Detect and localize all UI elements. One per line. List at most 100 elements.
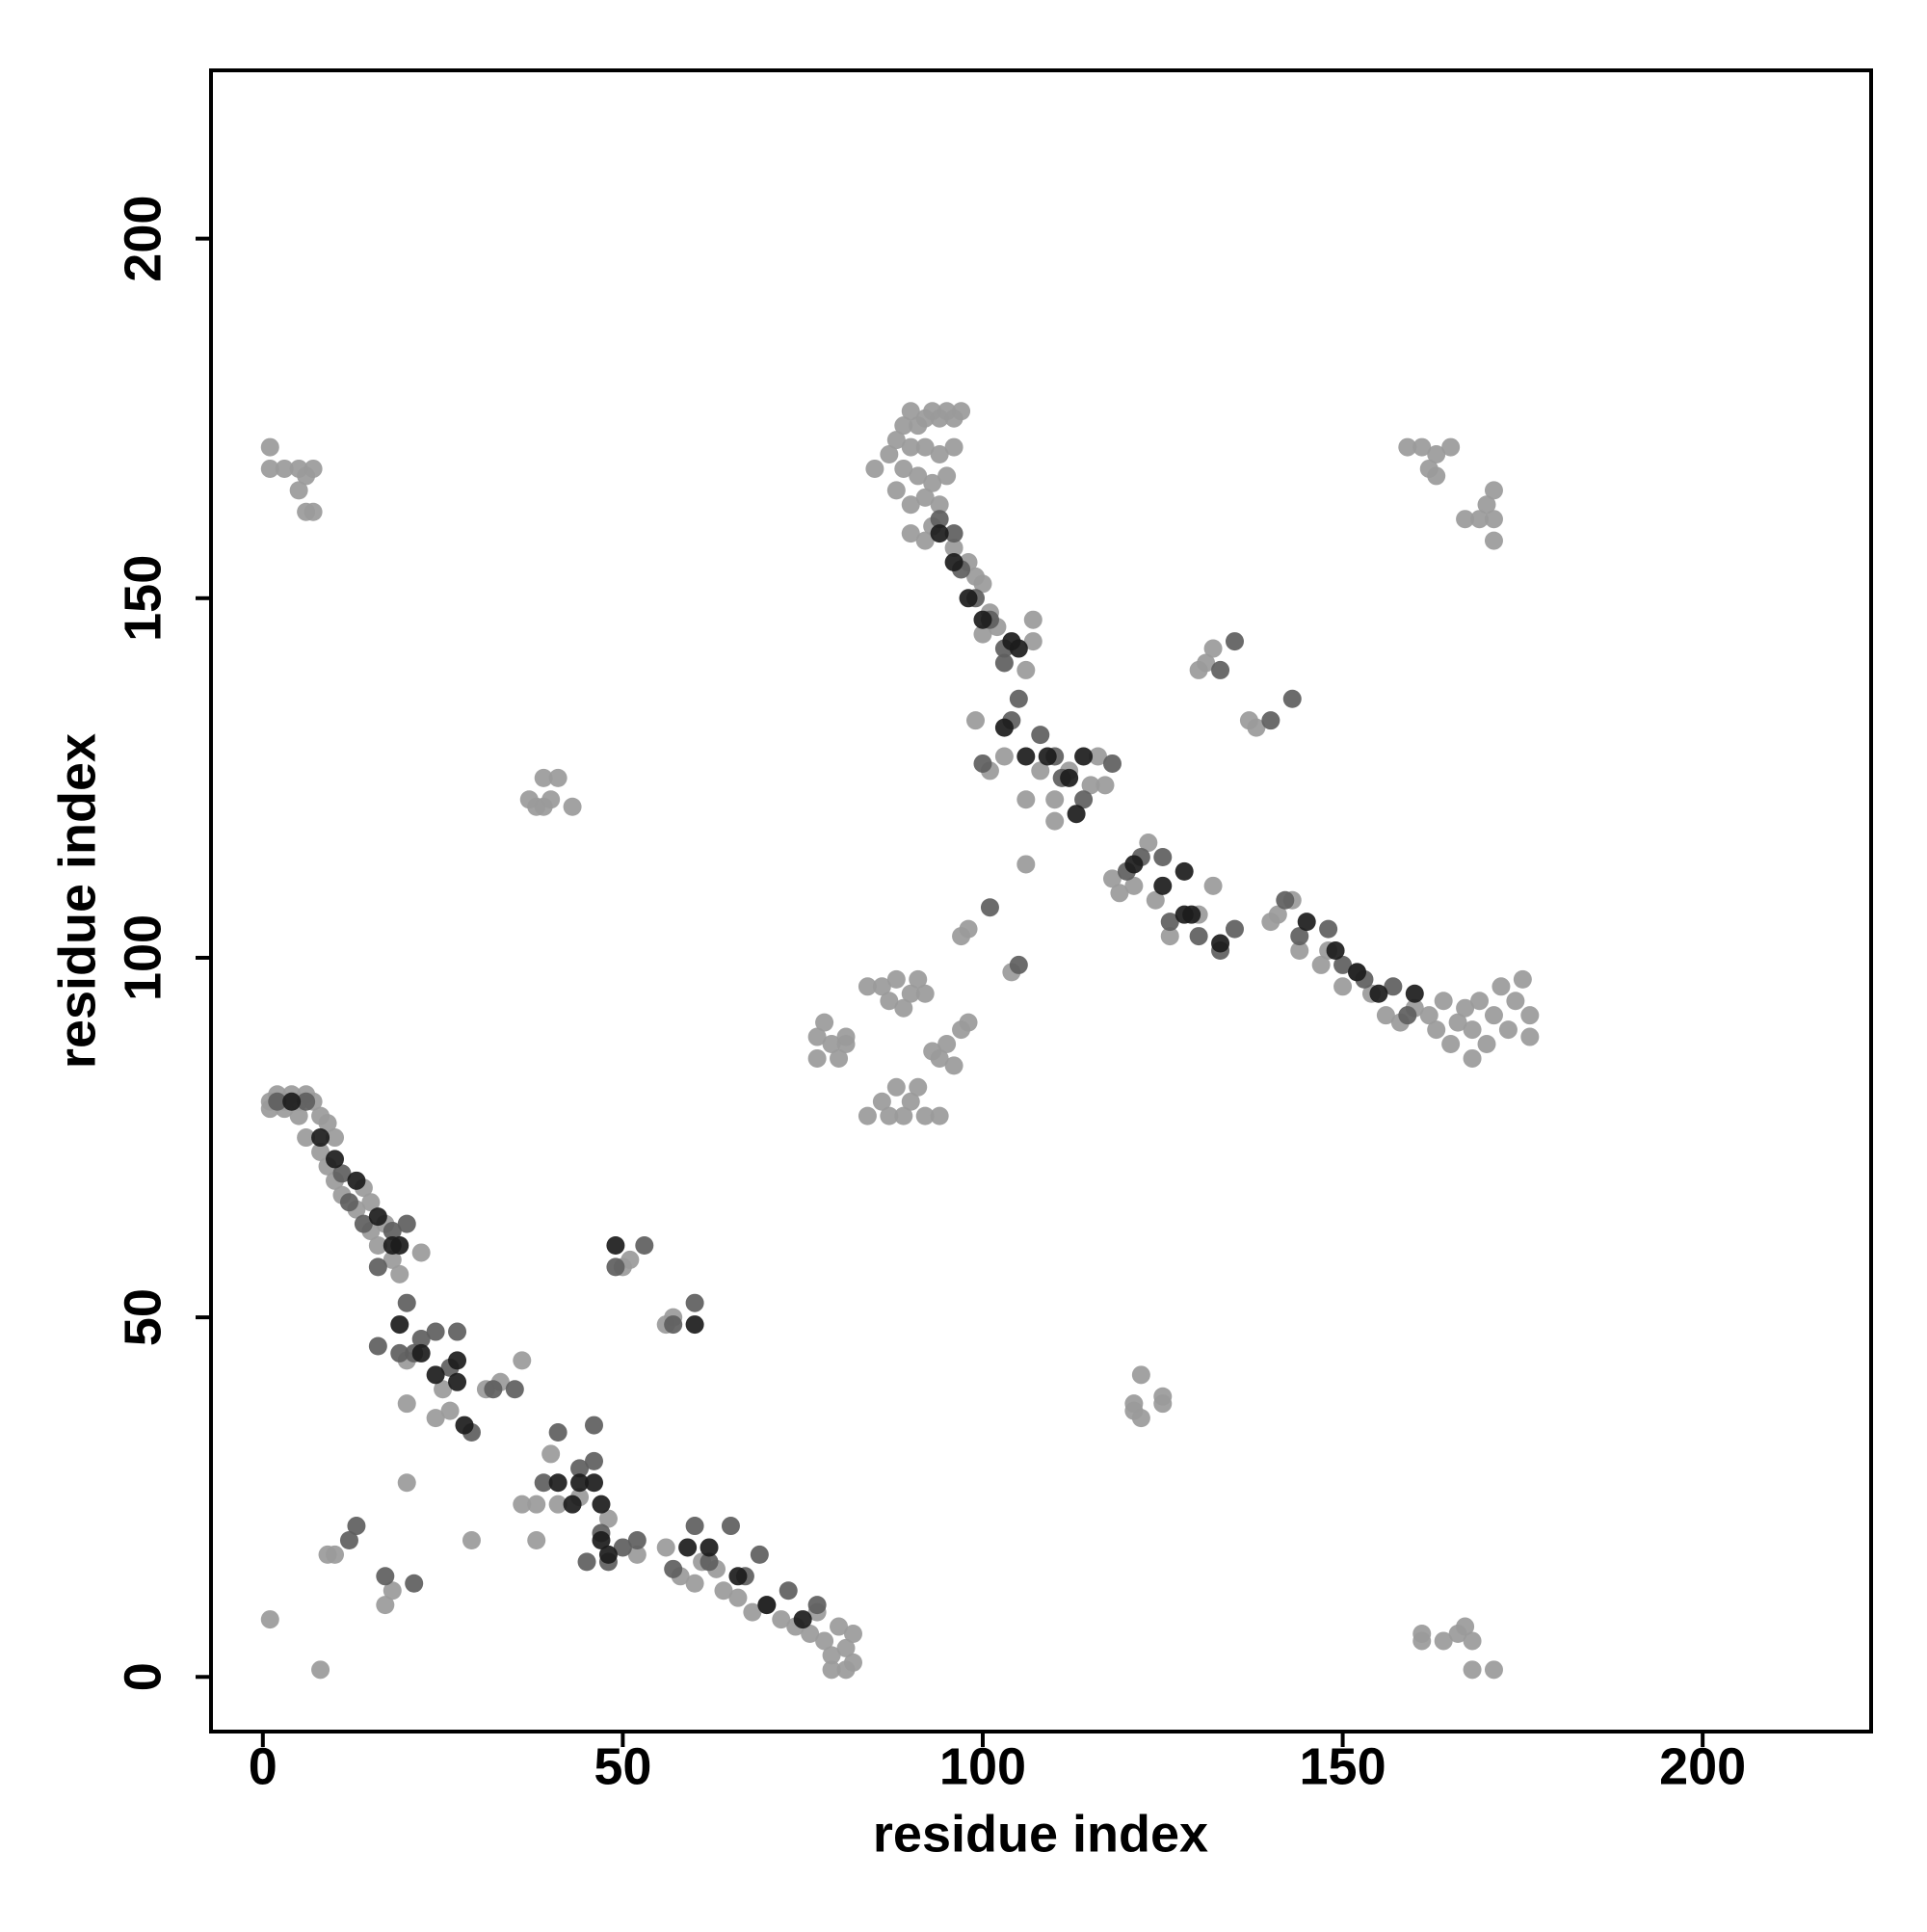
contact-point xyxy=(1412,1631,1432,1651)
contact-point xyxy=(1484,531,1503,550)
contact-point xyxy=(872,977,891,996)
contact-point xyxy=(434,1380,453,1399)
contact-point xyxy=(959,919,978,939)
contact-point xyxy=(1369,984,1388,1003)
contact-point xyxy=(448,1322,467,1341)
contact-point xyxy=(1124,855,1144,874)
contact-point xyxy=(930,445,949,464)
contact-point xyxy=(390,1264,409,1284)
contact-point xyxy=(448,1372,467,1391)
contact-point xyxy=(1484,510,1503,529)
contact-point xyxy=(807,1027,827,1046)
contact-point xyxy=(289,481,308,500)
contact-point xyxy=(268,1092,287,1111)
contact-point xyxy=(1175,861,1194,881)
contact-point xyxy=(1441,437,1461,457)
plot-frame xyxy=(209,68,1873,1734)
contact-point xyxy=(1031,726,1050,745)
contact-point xyxy=(383,1222,402,1241)
contact-point xyxy=(973,624,992,644)
contact-point xyxy=(1448,1013,1467,1032)
contact-point xyxy=(1441,1035,1461,1054)
contact-point xyxy=(282,1092,302,1111)
contact-point xyxy=(801,1625,820,1644)
contact-point xyxy=(376,1567,395,1586)
contact-point xyxy=(743,1602,762,1622)
contact-point xyxy=(973,754,992,773)
contact-point xyxy=(1348,963,1367,982)
contact-point xyxy=(1016,855,1036,874)
contact-point xyxy=(1131,1409,1150,1428)
contact-point xyxy=(1333,955,1353,974)
contact-point xyxy=(909,969,928,989)
contact-point xyxy=(1102,754,1122,773)
contact-point xyxy=(1081,776,1100,795)
contact-point xyxy=(1225,919,1244,939)
contact-point xyxy=(311,1128,330,1148)
contact-point xyxy=(598,1509,618,1528)
contact-point xyxy=(901,1092,920,1111)
contact-point xyxy=(275,459,294,478)
contact-point xyxy=(959,589,978,608)
contact-point xyxy=(505,1380,524,1399)
contact-point xyxy=(944,552,964,571)
y-tick-label: 150 xyxy=(114,555,172,642)
contact-point xyxy=(1009,639,1028,658)
contact-point xyxy=(1398,437,1417,457)
contact-point xyxy=(937,1035,957,1054)
contact-point xyxy=(930,510,949,529)
contact-point xyxy=(901,495,920,515)
contact-point xyxy=(405,1574,424,1593)
contact-point xyxy=(880,1106,899,1125)
contact-point xyxy=(311,1142,330,1161)
contact-point xyxy=(909,466,928,486)
contact-point xyxy=(592,1495,611,1514)
contact-point xyxy=(886,1077,906,1097)
contact-point xyxy=(973,610,992,629)
contact-point xyxy=(1463,1631,1482,1651)
contact-point xyxy=(1016,660,1036,679)
contact-point xyxy=(1016,790,1036,809)
contact-point xyxy=(411,1330,431,1349)
contact-point xyxy=(1067,805,1086,824)
contact-point xyxy=(1384,977,1403,996)
contact-point xyxy=(973,574,992,594)
contact-point xyxy=(843,1625,862,1644)
contact-point xyxy=(1412,437,1432,457)
y-tick-label: 200 xyxy=(114,196,172,282)
contact-point xyxy=(685,1517,704,1536)
contact-point xyxy=(1038,747,1057,766)
contact-point xyxy=(1139,834,1158,853)
contact-point xyxy=(426,1409,445,1428)
contact-point xyxy=(901,984,920,1003)
contact-point xyxy=(1153,876,1173,895)
contact-point xyxy=(1456,510,1475,529)
contact-point xyxy=(1211,934,1230,953)
contact-point xyxy=(865,459,884,478)
contact-point xyxy=(548,1423,568,1442)
contact-point xyxy=(1197,653,1216,673)
contact-point xyxy=(1031,761,1050,781)
contact-point xyxy=(1333,977,1353,996)
contact-point xyxy=(1477,1035,1496,1054)
contact-point xyxy=(1456,1617,1475,1636)
contact-point xyxy=(311,1660,330,1680)
contact-point xyxy=(1513,969,1532,989)
contact-point xyxy=(830,1617,849,1636)
contact-point xyxy=(901,524,920,543)
contact-point xyxy=(944,539,964,558)
contact-point xyxy=(930,524,949,543)
contact-point xyxy=(1009,689,1028,708)
contact-point xyxy=(1074,747,1094,766)
contact-point xyxy=(627,1530,647,1549)
contact-point xyxy=(1463,1660,1482,1680)
contact-point xyxy=(455,1416,474,1435)
contact-point xyxy=(807,1596,827,1615)
contact-point xyxy=(1160,913,1179,932)
contact-point xyxy=(1203,639,1223,658)
contact-point xyxy=(397,1394,416,1414)
contact-point xyxy=(613,1538,632,1557)
contact-point xyxy=(598,1545,618,1564)
